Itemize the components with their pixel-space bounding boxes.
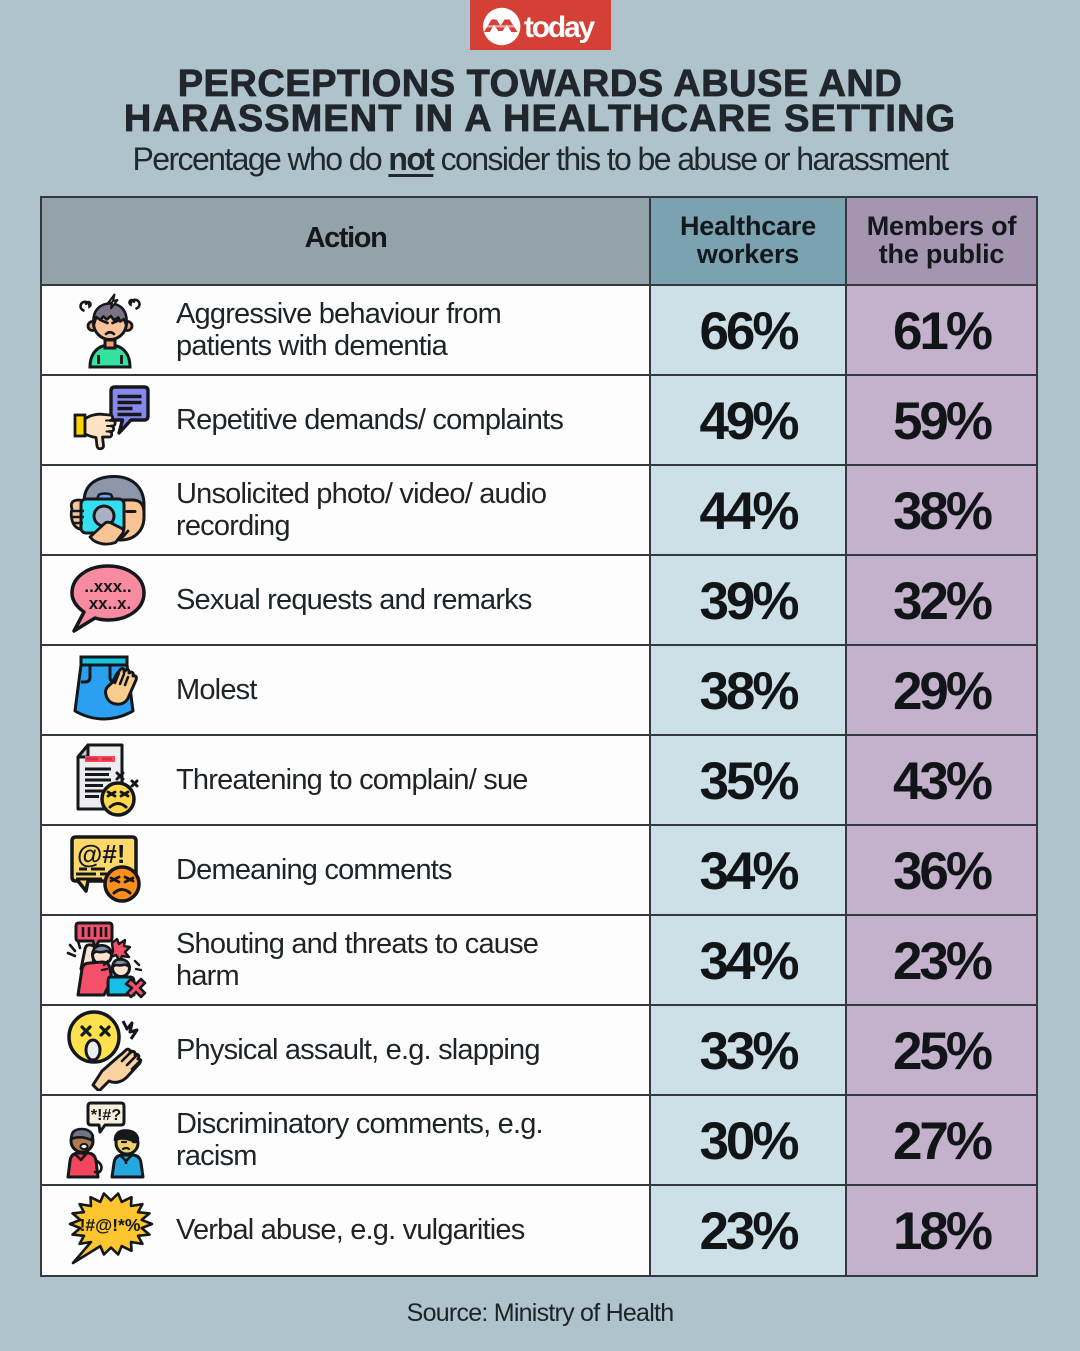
svg-text:..xxx..: ..xxx.. [84, 577, 131, 596]
svg-text:@#!: @#! [77, 839, 125, 869]
svg-text:xx..x.: xx..x. [89, 594, 132, 613]
svg-text:today: today [524, 11, 596, 44]
svg-text:!#@!*%: !#@!*% [80, 1215, 141, 1235]
svg-text:*!#?: *!#? [91, 1107, 121, 1124]
